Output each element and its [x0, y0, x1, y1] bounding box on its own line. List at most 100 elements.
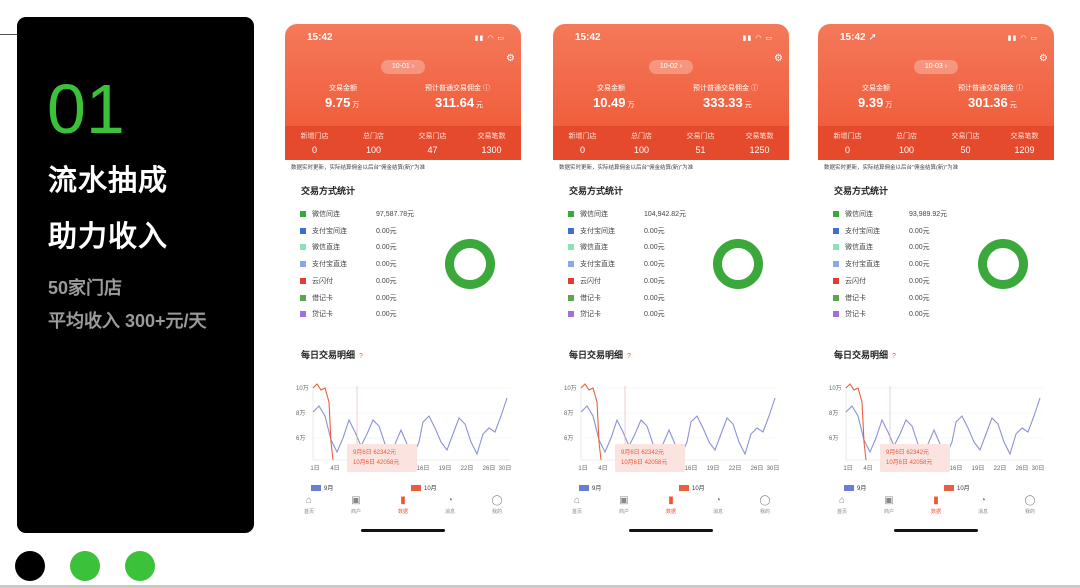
stat-value: 47 [427, 145, 438, 155]
y-tick-label: 10万 [296, 385, 309, 392]
legend-swatch [300, 211, 306, 217]
data-note: 数据实时更新，实际结算佣金以后台"佣金结算(新)"为准 [559, 165, 694, 171]
y-tick-label: 8万 [296, 410, 305, 417]
settings-icon[interactable]: ⚙ [506, 53, 515, 64]
payment-method-name: 支付宝直连 [312, 261, 347, 269]
payment-method-amount: 0.00元 [644, 261, 665, 269]
tab-home[interactable]: ⌂ 首页 [827, 494, 857, 515]
x-tick-label: 19日 [439, 465, 452, 472]
amount-label: 交易金额 [597, 85, 625, 92]
legend-swatch [833, 311, 839, 318]
tab-message[interactable]: ◔ 消息 [968, 494, 998, 515]
payment-method-name: 支付宝直连 [845, 261, 880, 269]
payment-method-name: 支付宝间连 [845, 227, 880, 235]
status-time: 15:42 [575, 32, 601, 43]
bottom-tab-bar: ⌂ 首页 ▣ 商户 ▮ 数据 ◔ 消息 ◯ 我的 [285, 494, 521, 520]
x-tick-label: 22日 [729, 465, 742, 472]
y-tick-label: 10万 [564, 385, 577, 392]
x-tick-label: 1日 [310, 465, 319, 472]
stat-label: 交易门店 [951, 133, 980, 140]
x-tick-label: 4日 [598, 465, 607, 472]
payment-method-amount: 0.00元 [376, 277, 397, 285]
tab-merchant[interactable]: ▣ 商户 [609, 494, 639, 515]
stat-value: 0 [579, 145, 585, 155]
tab-merchant[interactable]: ▣ 商户 [341, 494, 371, 515]
daily-section-title: 每日交易明细? [834, 350, 896, 360]
tab-home[interactable]: ⌂ 首页 [294, 494, 324, 515]
stat-value: 1300 [481, 145, 502, 155]
payment-method-name: 借记卡 [845, 294, 866, 302]
payment-method-name: 微信直连 [845, 244, 873, 252]
stat-value: 0 [844, 145, 850, 155]
x-tick-label: 30日 [767, 465, 780, 472]
payment-method-name: 云闪付 [580, 277, 601, 285]
bottom-bar [0, 585, 1080, 588]
payment-method-amount: 0.00元 [644, 311, 665, 319]
payment-method-name: 云闪付 [845, 277, 866, 285]
tab-message[interactable]: ◔ 消息 [435, 494, 465, 515]
commission-value: 311.64 元 [435, 95, 484, 110]
legend-swatch [300, 244, 306, 251]
daily-section-title: 每日交易明细? [569, 350, 631, 360]
x-tick-label: 4日 [330, 465, 339, 472]
status-time: 15:42 [307, 32, 333, 43]
payment-donut-chart [713, 239, 763, 289]
commission-label: 预计普通交易佣金 ⓘ [425, 85, 490, 92]
phone-screenshot-day1: 15:42 ▮▮ ◠ ▭ ⚙ 10-01 › 交易金额 预计普通交易佣金 ⓘ 9.75 万 31… [285, 24, 521, 536]
tab-merchant[interactable]: ▣ 商户 [874, 494, 904, 515]
summary-header: 15:42 ▮▮ ◠ ▭ ⚙ 10-02 › 交易金额 预计普通交易佣金 ⓘ 10.49 万 3… [553, 24, 789, 160]
amount-value: 10.49 万 [593, 95, 635, 110]
store-stats-bar: 新增门店 0 总门店 100 交易门店 50 交易笔数 1209 [818, 126, 1054, 160]
legend-swatch [833, 294, 839, 301]
stat-value: 51 [695, 145, 706, 155]
date-picker[interactable]: 10-02 › [649, 60, 693, 74]
date-picker[interactable]: 10-03 › [914, 60, 958, 74]
y-tick-label: 10万 [829, 385, 842, 392]
tab-mine[interactable]: ◯ 我的 [482, 494, 512, 515]
tab-data[interactable]: ▮ 数据 [388, 494, 418, 515]
home-indicator [361, 529, 445, 532]
x-tick-label: 22日 [461, 465, 474, 472]
legend-swatch [833, 211, 839, 217]
y-tick-label: 6万 [296, 435, 305, 442]
help-icon: ? [359, 353, 363, 360]
commission-label: 预计普通交易佣金 ⓘ [693, 85, 758, 92]
chart-tooltip: 9月6日 62342元 10月6日 42058元 [615, 444, 685, 472]
section-number: 01 [47, 70, 125, 148]
stat-label: 总门店 [363, 133, 384, 140]
tab-message-icon: ◔ [446, 495, 454, 506]
tab-mine[interactable]: ◯ 我的 [750, 494, 780, 515]
tab-message[interactable]: ◔ 消息 [703, 494, 733, 515]
stat-label: 交易笔数 [1010, 133, 1039, 140]
tab-data[interactable]: ▮ 数据 [921, 494, 951, 515]
legend-swatch [568, 261, 574, 268]
payment-method-amount: 93,989.92元 [909, 211, 948, 218]
store-stats-bar: 新增门店 0 总门店 100 交易门店 47 交易笔数 1300 [285, 126, 521, 160]
status-time: 15:42 ➚ [840, 32, 877, 43]
legend-swatch [833, 227, 839, 234]
date-picker[interactable]: 10-01 › [381, 60, 425, 74]
y-tick-label: 6万 [564, 435, 573, 442]
payment-method-name: 微信直连 [580, 244, 608, 252]
legend-swatch [300, 294, 306, 301]
stat-value: 100 [365, 145, 382, 155]
tab-data[interactable]: ▮ 数据 [656, 494, 686, 515]
y-tick-label: 8万 [829, 410, 838, 417]
stat-value: 100 [898, 145, 915, 155]
x-tick-label: 30日 [499, 465, 512, 472]
legend-swatch [300, 261, 306, 268]
payment-method-amount: 0.00元 [644, 227, 665, 235]
legend-item-oct: 10月 [411, 483, 437, 492]
tab-mine-icon: ◯ [491, 495, 503, 506]
settings-icon[interactable]: ⚙ [1039, 53, 1048, 64]
payment-method-amount: 0.00元 [376, 311, 397, 319]
stat-value: 1250 [749, 145, 770, 155]
legend-swatch [300, 277, 306, 284]
phone-screenshot-day2: 15:42 ▮▮ ◠ ▭ ⚙ 10-02 › 交易金额 预计普通交易佣金 ⓘ 10.49 万 3… [553, 24, 789, 536]
tab-mine[interactable]: ◯ 我的 [1015, 494, 1045, 515]
payment-method-name: 微信间连 [845, 211, 873, 218]
page-dot-1 [15, 551, 45, 581]
tab-home[interactable]: ⌂ 首页 [562, 494, 592, 515]
settings-icon[interactable]: ⚙ [774, 53, 783, 64]
